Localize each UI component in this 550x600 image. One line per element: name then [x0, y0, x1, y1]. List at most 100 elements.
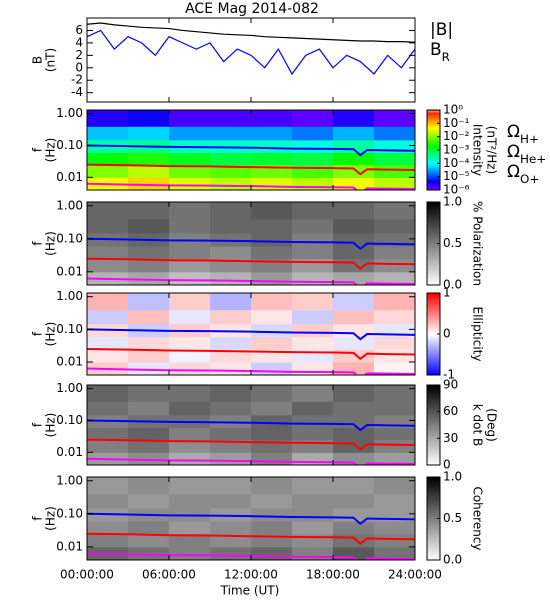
colorbar-swatch: [427, 481, 440, 484]
colorbar-swatch: [427, 443, 440, 446]
y-tick-label: 0.01: [56, 355, 83, 369]
colorbar-swatch: [427, 235, 440, 238]
cyclotron-line: [87, 457, 415, 465]
colorbar-tick-label: 10⁻⁴: [443, 156, 470, 170]
legend-label: BR: [430, 40, 450, 64]
heatmap-cell: [210, 385, 252, 402]
colorbar-swatch: [427, 497, 440, 501]
colorbar-swatch: [427, 342, 440, 345]
colorbar-swatch: [427, 370, 440, 374]
y-axis-label: f: [31, 147, 45, 152]
heatmap-cell: [128, 401, 170, 416]
heatmap-cell: [333, 164, 375, 178]
heatmap-cell: [251, 336, 293, 350]
colorbar-swatch: [427, 514, 440, 517]
colorbar-swatch: [427, 445, 440, 448]
colorbar-swatch: [427, 425, 440, 428]
colorbar-label: (Deg): [485, 408, 499, 442]
colorbar-swatch: [427, 393, 440, 396]
heatmap-cell: [87, 258, 129, 273]
colorbar-swatch: [427, 249, 440, 253]
heatmap-cell: [169, 546, 211, 560]
heatmap-cell: [292, 439, 334, 453]
heatmap-cell: [128, 493, 170, 509]
colorbar-swatch: [427, 208, 440, 211]
colorbar-swatch: [427, 495, 440, 499]
colorbar-swatch: [427, 124, 440, 127]
colorbar-swatch: [427, 441, 440, 444]
colorbar-swatch: [427, 176, 440, 179]
heatmap-cell: [210, 507, 252, 522]
heatmap-cell: [210, 452, 252, 465]
heatmap-cell: [169, 293, 211, 311]
colorbar-swatch: [427, 276, 440, 280]
heatmap-cell: [251, 385, 293, 402]
colorbar-swatch: [427, 533, 440, 536]
colorbar-swatch: [427, 239, 440, 242]
colorbar-swatch: [427, 366, 440, 370]
colorbar-swatch: [427, 120, 440, 123]
colorbar-tick-label: 1: [443, 286, 451, 300]
heatmap-cell: [128, 452, 170, 465]
heatmap-cell: [210, 546, 252, 560]
colorbar-swatch: [427, 142, 440, 145]
colorbar-tick-label: 10⁻³: [443, 143, 470, 157]
heatmap-cell: [128, 258, 170, 273]
colorbar-swatch: [427, 451, 440, 454]
heatmap-cell: [128, 164, 170, 178]
heatmap-cell: [292, 139, 334, 154]
plot-area: [87, 385, 415, 465]
colorbar-swatch: [427, 403, 440, 406]
heatmap-cell: [87, 309, 129, 325]
colorbar-swatch: [427, 212, 440, 215]
colorbar-swatch: [427, 130, 440, 133]
colorbar-tick-label: 0: [443, 458, 451, 472]
y-axis-label: (Hz): [44, 322, 58, 347]
colorbar-swatch: [427, 272, 440, 276]
heatmap-cell: [87, 246, 129, 260]
colorbar-swatch: [427, 293, 440, 296]
colorbar-swatch: [427, 526, 440, 530]
heatmap-cell: [292, 362, 334, 375]
y-tick-label: 0.10: [56, 138, 83, 152]
heatmap-cell: [333, 258, 375, 273]
colorbar-swatch: [427, 323, 440, 327]
heatmap-cell: [87, 427, 129, 441]
heatmap-cell: [251, 362, 293, 375]
colorbar-swatch: [427, 204, 440, 207]
colorbar-swatch: [427, 391, 440, 394]
y-tick-label: 2: [75, 48, 83, 62]
colorbar-swatch: [427, 214, 440, 218]
heatmap-cell: [87, 110, 129, 127]
colorbar-swatch: [427, 389, 440, 392]
colorbar-swatch: [427, 423, 440, 426]
heatmap-cell: [87, 152, 129, 166]
heatmap-cell: [210, 401, 252, 416]
colorbar-swatch: [427, 170, 440, 173]
colorbar-tick-label: 10⁻²: [443, 129, 470, 143]
heatmap-cell: [251, 139, 293, 154]
colorbar-swatch: [427, 218, 440, 222]
cyclotron-line: [87, 144, 415, 157]
cyclotron-line: [87, 419, 415, 432]
colorbar-swatch: [427, 188, 440, 191]
colorbar-swatch: [427, 557, 440, 561]
heatmap-cell: [333, 533, 375, 548]
plot-area: [87, 110, 415, 190]
heatmap-cell: [251, 152, 293, 166]
y-tick-label: 0.10: [56, 231, 83, 245]
heatmap-cell: [292, 152, 334, 166]
colorbar-swatch: [427, 331, 440, 335]
colorbar-swatch: [427, 303, 440, 306]
heatmap-cell: [333, 477, 375, 495]
colorbar-swatch: [427, 459, 440, 462]
heatmap-cell: [374, 439, 415, 453]
heatmap-cell: [333, 309, 375, 325]
colorbar-swatch: [427, 260, 440, 263]
colorbar-swatch: [427, 415, 440, 418]
colorbar-tick-label: 0.5: [443, 511, 462, 525]
heatmap-cell: [333, 323, 375, 338]
colorbar-swatch: [427, 245, 440, 249]
y-axis-label: (Hz): [44, 231, 58, 256]
